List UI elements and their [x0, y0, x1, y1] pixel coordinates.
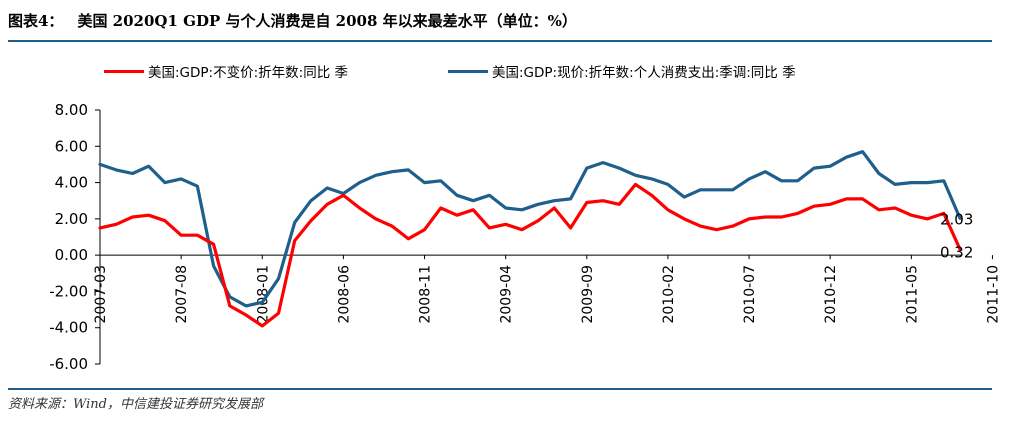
x-tick-label: 2010-02: [661, 265, 677, 324]
legend-label-pce: 美国:GDP:现价:折年数:个人消费支出:季调:同比 季: [492, 65, 796, 81]
bottom-divider: [8, 388, 992, 390]
figure-title: 美国 2020Q1 GDP 与个人消费是自 2008 年以来最差水平（单位：%）: [77, 12, 577, 30]
x-tick-label: 2010-12: [823, 265, 839, 324]
x-tick-label: 2007-03: [93, 265, 109, 324]
y-tick-label: -2.00: [49, 282, 88, 300]
legend-swatch-pce: [448, 69, 488, 73]
y-tick-label: 4.00: [55, 174, 88, 192]
x-tick-label: 2011-05: [904, 265, 920, 324]
data-label-pce-last: 2.03: [940, 210, 973, 228]
y-tick-label: 8.00: [55, 101, 88, 119]
data-label-gdp-last: 0.32: [940, 243, 973, 261]
chart-title: 图表4： 美国 2020Q1 GDP 与个人消费是自 2008 年以来最差水平（单…: [8, 6, 1028, 36]
x-tick-label: 2010-07: [742, 265, 758, 324]
legend-label-gdp: 美国:GDP:不变价:折年数:同比 季: [148, 65, 348, 81]
x-tick-label: 2009-04: [499, 265, 515, 324]
y-tick-label: 2.00: [55, 210, 88, 228]
x-tick-label: 2007-08: [174, 265, 190, 324]
x-tick-label: 2009-09: [580, 265, 596, 324]
source-note: 资料来源：Wind，中信建投证券研究发展部: [8, 397, 263, 412]
x-tick-label: 2008-01: [255, 265, 271, 324]
series-line-pce: [98, 150, 962, 308]
y-tick-label: 0.00: [55, 246, 88, 264]
x-tick-label: 2011-10: [985, 265, 1001, 324]
series-line-gdp: [98, 182, 962, 328]
y-tick-label: -6.00: [49, 355, 88, 373]
legend-item-pce: 美国:GDP:现价:折年数:个人消费支出:季调:同比 季: [448, 58, 796, 84]
x-tick-label: 2008-11: [418, 265, 434, 324]
x-tick-label: 2008-06: [336, 265, 352, 324]
y-tick-label: 6.00: [55, 137, 88, 155]
legend-item-gdp: 美国:GDP:不变价:折年数:同比 季: [104, 58, 348, 84]
figure-label: 图表4：: [8, 12, 64, 30]
legend-swatch-gdp: [104, 69, 144, 73]
chart-legend: 美国:GDP:不变价:折年数:同比 季 美国:GDP:现价:折年数:个人消费支出…: [0, 58, 1035, 84]
y-tick-label: -4.00: [49, 319, 88, 337]
top-divider: [8, 40, 992, 42]
